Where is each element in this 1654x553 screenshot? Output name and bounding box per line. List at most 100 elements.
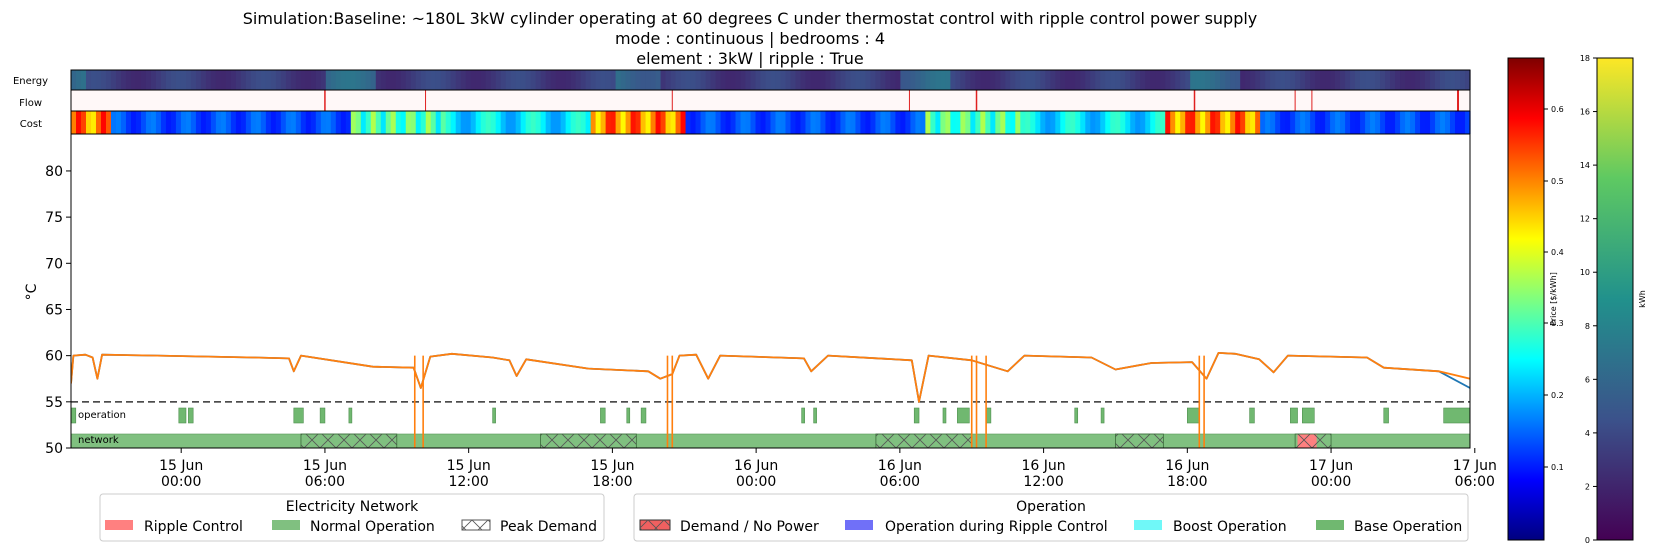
- network-peak-band: [540, 433, 637, 448]
- x-tick-label: 12:00: [1023, 474, 1063, 490]
- energy-colorbar-tick-label: 14: [1580, 161, 1590, 170]
- energy-strip-cell: [1100, 70, 1106, 90]
- operation-bar: [626, 407, 631, 424]
- cost-strip-cell: [1460, 111, 1466, 134]
- cost-strip-cell: [425, 111, 432, 134]
- energy-strip-cell: [1125, 70, 1131, 90]
- energy-strip-cell: [635, 70, 642, 90]
- energy-strip-cell: [665, 70, 672, 90]
- energy-strip-cell: [675, 70, 682, 90]
- cost-strip-cell: [90, 111, 97, 134]
- cost-strip-cell: [480, 111, 487, 134]
- cost-strip-cell: [630, 111, 637, 134]
- energy-colorbar-tick-label: 16: [1580, 108, 1590, 117]
- energy-strip-cell: [455, 70, 462, 90]
- cost-strip-cell: [1315, 111, 1321, 134]
- energy-strip-cell: [395, 70, 402, 90]
- cost-strip-cell: [1465, 111, 1471, 134]
- energy-strip-cell: [475, 70, 482, 90]
- cost-strip-cell: [800, 111, 807, 134]
- energy-strip-cell: [1120, 70, 1126, 90]
- cost-strip-cell: [370, 111, 377, 134]
- operation-bar: [640, 407, 647, 424]
- cost-strip-cell: [1090, 111, 1096, 134]
- energy-strip-cell: [645, 70, 652, 90]
- energy-strip-cell: [1010, 70, 1016, 90]
- energy-strip-cell: [695, 70, 702, 90]
- energy-strip-cell: [765, 70, 772, 90]
- energy-strip-cell: [1085, 70, 1091, 90]
- energy-strip-cell: [440, 70, 447, 90]
- cost-strip-cell: [650, 111, 657, 134]
- energy-strip-cell: [1150, 70, 1156, 90]
- cost-strip-cell: [125, 111, 132, 134]
- cost-strip-cell: [1370, 111, 1376, 134]
- cost-strip-cell: [110, 111, 117, 134]
- energy-strip-cell: [200, 70, 207, 90]
- energy-strip-cell: [175, 70, 182, 90]
- energy-strip-cell: [1185, 70, 1191, 90]
- x-tick-label: 15 Jun: [303, 458, 347, 474]
- operation-bar: [71, 407, 77, 424]
- cost-strip-cell: [955, 111, 961, 134]
- cost-strip-cell: [1330, 111, 1336, 134]
- cost-strip-cell: [905, 111, 911, 134]
- energy-strip-cell: [1155, 70, 1161, 90]
- energy-strip-cell: [685, 70, 692, 90]
- energy-strip-cell: [705, 70, 712, 90]
- energy-strip-cell: [990, 70, 996, 90]
- cost-strip-cell: [635, 111, 642, 134]
- cost-strip-cell: [535, 111, 542, 134]
- operation-bar: [1100, 407, 1105, 424]
- cost-strip-cell: [1400, 111, 1406, 134]
- energy-strip-cell: [205, 70, 212, 90]
- cost-strip-cell: [145, 111, 152, 134]
- cost-strip-cell: [415, 111, 422, 134]
- cost-strip-cell: [805, 111, 812, 134]
- energy-strip-cell: [360, 70, 367, 90]
- energy-strip-cell: [855, 70, 862, 90]
- cost-strip-cell: [665, 111, 672, 134]
- cost-strip-cell: [565, 111, 572, 134]
- cost-strip: [71, 111, 1471, 134]
- y-tick-label: 60: [45, 349, 63, 365]
- energy-strip-cell: [145, 70, 152, 90]
- cost-strip-cell: [1135, 111, 1141, 134]
- energy-strip-cell: [490, 70, 497, 90]
- cost-strip-cell: [845, 111, 852, 134]
- cost-strip-cell: [280, 111, 287, 134]
- flow-strip: [71, 90, 1470, 111]
- cost-strip-cell: [900, 111, 907, 134]
- cost-strip-cell: [1405, 111, 1411, 134]
- cost-strip-cell: [1095, 111, 1101, 134]
- energy-strip-cell: [965, 70, 971, 90]
- legend-operation-title: Operation: [1016, 499, 1086, 515]
- energy-strip-cell: [315, 70, 322, 90]
- cost-strip-cell: [960, 111, 966, 134]
- energy-strip-cell: [1275, 70, 1281, 90]
- energy-strip-cell: [890, 70, 897, 90]
- cost-strip-cell: [1265, 111, 1271, 134]
- cost-strip-cell: [525, 111, 532, 134]
- cost-strip-cell: [980, 111, 986, 134]
- energy-strip-cell: [785, 70, 792, 90]
- cost-strip-cell: [720, 111, 727, 134]
- energy-strip-cell: [85, 70, 92, 90]
- cost-strip-cell: [550, 111, 557, 134]
- operation-bar: [957, 407, 970, 424]
- cost-strip-cell: [200, 111, 207, 134]
- cost-strip-cell: [95, 111, 102, 134]
- cost-strip-cell: [1225, 111, 1231, 134]
- energy-strip-cell: [445, 70, 452, 90]
- cost-strip-cell: [1205, 111, 1211, 134]
- energy-strip-cell: [700, 70, 707, 90]
- energy-strip-cell: [1425, 70, 1431, 90]
- cost-strip-cell: [940, 111, 946, 134]
- energy-strip-cell: [1015, 70, 1021, 90]
- cost-strip-cell: [530, 111, 537, 134]
- energy-strip-cell: [1135, 70, 1141, 90]
- energy-strip-cell: [850, 70, 857, 90]
- cost-strip-cell: [985, 111, 991, 134]
- x-tick-label: 15 Jun: [590, 458, 634, 474]
- operation-bar: [1443, 407, 1470, 424]
